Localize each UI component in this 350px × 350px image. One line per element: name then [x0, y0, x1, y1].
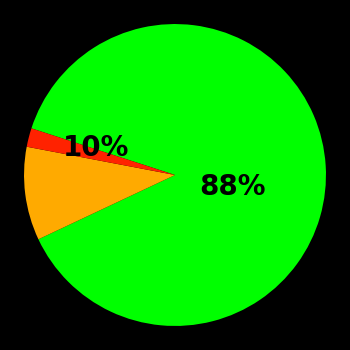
Wedge shape	[32, 24, 326, 326]
Wedge shape	[27, 128, 175, 175]
Text: 88%: 88%	[199, 173, 266, 201]
Wedge shape	[24, 147, 175, 239]
Text: 10%: 10%	[63, 134, 130, 162]
